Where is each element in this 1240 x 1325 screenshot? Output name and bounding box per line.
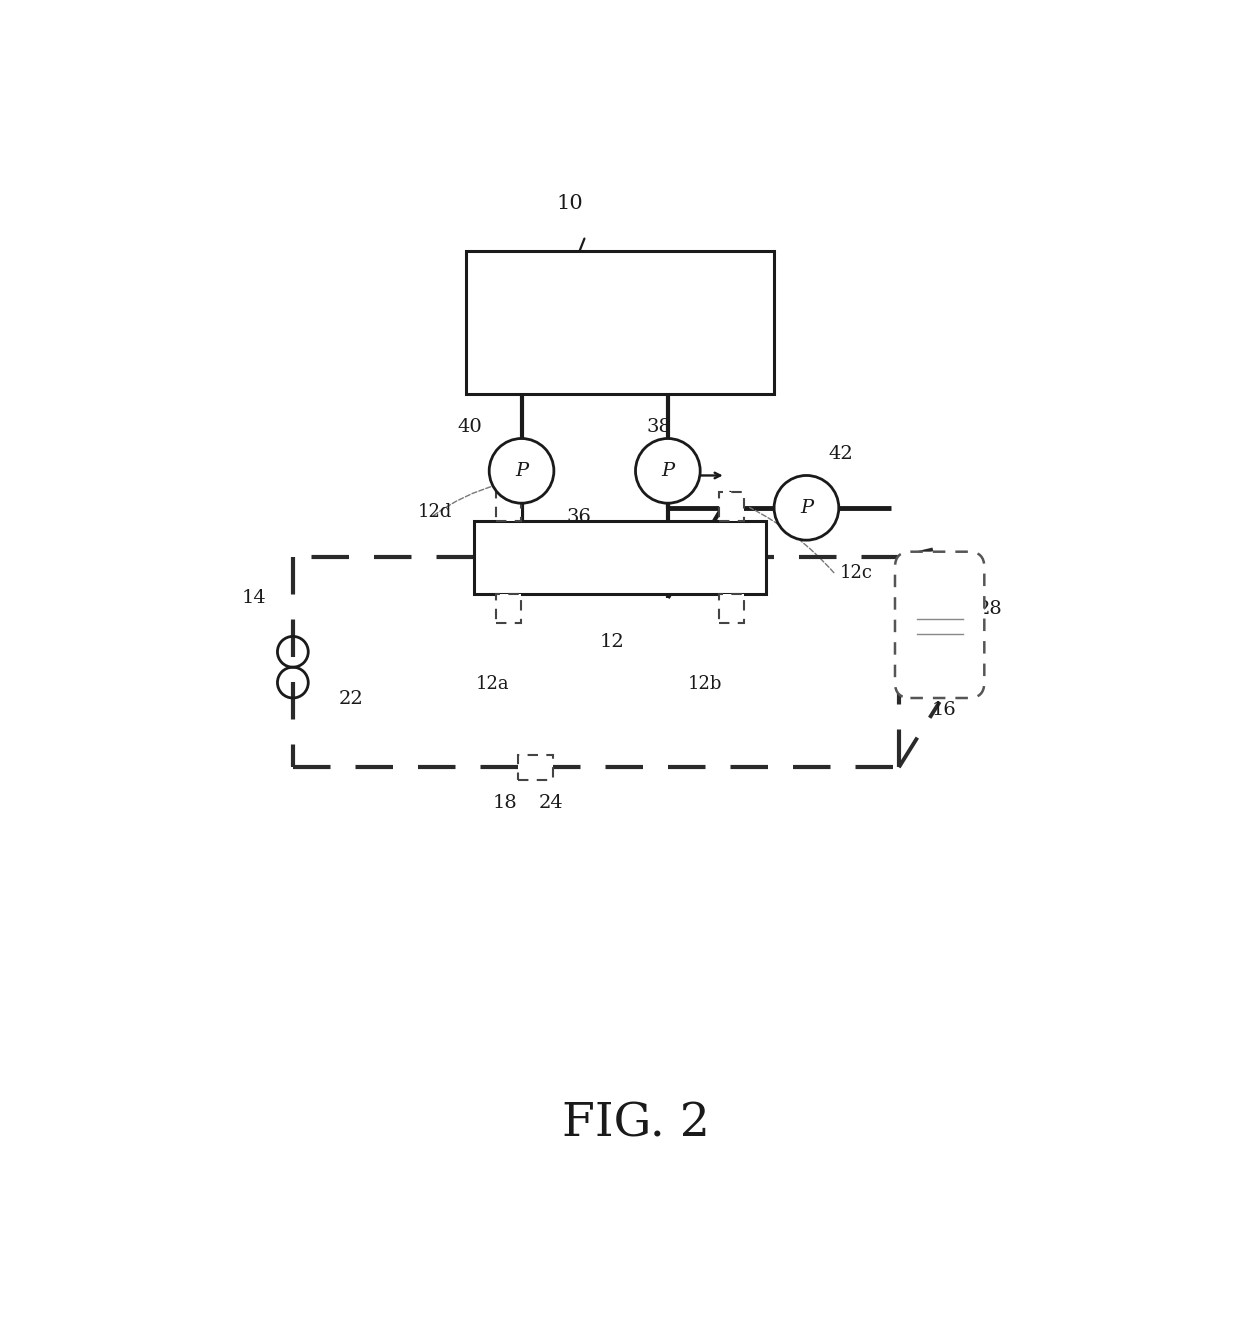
Text: 12: 12: [600, 632, 625, 651]
Text: 32: 32: [727, 273, 753, 293]
Text: 36: 36: [567, 507, 591, 526]
Text: 34: 34: [631, 531, 656, 549]
Text: P: P: [661, 462, 675, 480]
Text: 14: 14: [242, 588, 267, 607]
Text: 10: 10: [557, 193, 584, 213]
Text: P: P: [800, 498, 813, 517]
Text: 18: 18: [492, 794, 517, 812]
Text: 40: 40: [458, 419, 482, 436]
Bar: [496, 594, 521, 623]
Circle shape: [490, 439, 554, 504]
Bar: [466, 252, 774, 394]
Text: 38: 38: [646, 419, 671, 436]
Text: 22: 22: [339, 690, 363, 709]
Bar: [518, 755, 553, 779]
FancyBboxPatch shape: [895, 551, 985, 698]
Bar: [474, 521, 766, 594]
Bar: [496, 492, 521, 521]
Text: P: P: [515, 462, 528, 480]
Text: 12c: 12c: [839, 564, 873, 583]
Text: 12b: 12b: [688, 674, 722, 693]
Text: FIG. 2: FIG. 2: [562, 1101, 709, 1146]
Text: 28: 28: [978, 600, 1003, 619]
Text: 12a: 12a: [476, 674, 510, 693]
Text: 16: 16: [932, 701, 957, 718]
Bar: [719, 492, 744, 521]
Text: 42: 42: [828, 445, 853, 464]
Circle shape: [774, 476, 838, 541]
Text: 12d: 12d: [418, 504, 453, 521]
Circle shape: [635, 439, 701, 504]
Text: 24: 24: [538, 794, 563, 812]
Bar: [719, 594, 744, 623]
